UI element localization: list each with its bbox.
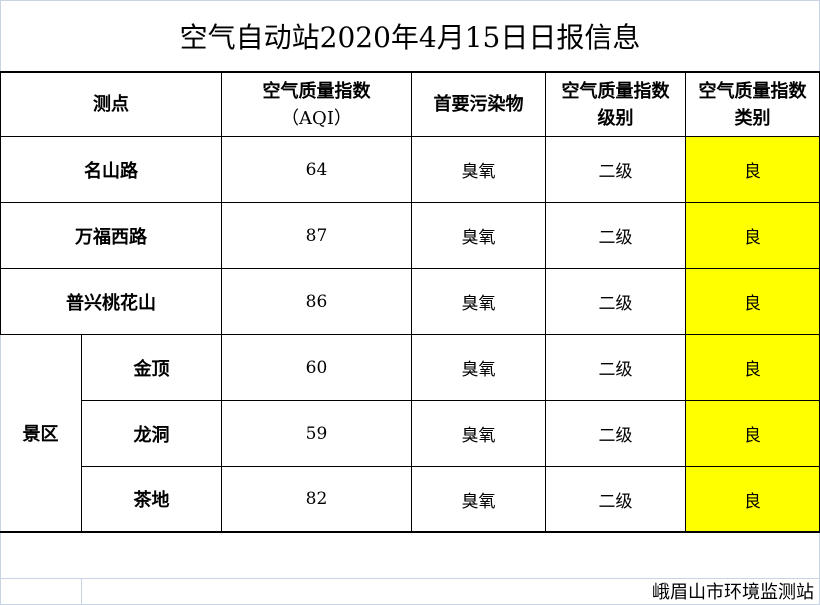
aqi-value: 86 [222, 269, 412, 335]
primary-pollutant: 臭氧 [412, 335, 546, 401]
aqi-level: 二级 [546, 467, 686, 533]
station-name: 金顶 [82, 335, 222, 401]
group-label-scenic-area: 景区 [0, 335, 82, 533]
gridline [0, 578, 820, 579]
aqi-value: 64 [222, 137, 412, 203]
header-aqi-line2: （AQI） [281, 107, 352, 129]
aqi-level: 二级 [546, 137, 686, 203]
station-name: 茶地 [82, 467, 222, 533]
aqi-category: 良 [686, 203, 820, 269]
header-level-line2: 级别 [597, 107, 634, 129]
page-title: 空气自动站2020年4月15日日报信息 [0, 0, 820, 73]
aqi-value: 59 [222, 401, 412, 467]
primary-pollutant: 臭氧 [412, 467, 546, 533]
station-name: 普兴桃花山 [0, 269, 222, 335]
header-aqi: 空气质量指数 （AQI） [222, 73, 412, 137]
header-category-line1: 空气质量指数 [698, 80, 807, 102]
header-station: 测点 [0, 73, 222, 137]
aqi-value: 87 [222, 203, 412, 269]
aqi-level: 二级 [546, 401, 686, 467]
primary-pollutant: 臭氧 [412, 203, 546, 269]
aqi-category: 良 [686, 467, 820, 533]
primary-pollutant: 臭氧 [412, 137, 546, 203]
header-category: 空气质量指数 类别 [686, 73, 820, 137]
station-name: 龙洞 [82, 401, 222, 467]
aqi-category: 良 [686, 137, 820, 203]
aqi-level: 二级 [546, 335, 686, 401]
header-level: 空气质量指数 级别 [546, 73, 686, 137]
aqi-category: 良 [686, 335, 820, 401]
aqi-category: 良 [686, 401, 820, 467]
aqi-category: 良 [686, 269, 820, 335]
header-level-line1: 空气质量指数 [561, 80, 670, 102]
header-aqi-line1: 空气质量指数 [262, 80, 371, 102]
gridline [81, 578, 82, 605]
aqi-level: 二级 [546, 203, 686, 269]
primary-pollutant: 臭氧 [412, 401, 546, 467]
station-name: 名山路 [0, 137, 222, 203]
aqi-level: 二级 [546, 269, 686, 335]
footer-organization: 峨眉山市环境监测站 [652, 582, 814, 603]
station-name: 万福西路 [0, 203, 222, 269]
header-category-line2: 类别 [734, 107, 771, 129]
header-pollutant: 首要污染物 [412, 73, 546, 137]
primary-pollutant: 臭氧 [412, 269, 546, 335]
aqi-value: 82 [222, 467, 412, 533]
aqi-value: 60 [222, 335, 412, 401]
